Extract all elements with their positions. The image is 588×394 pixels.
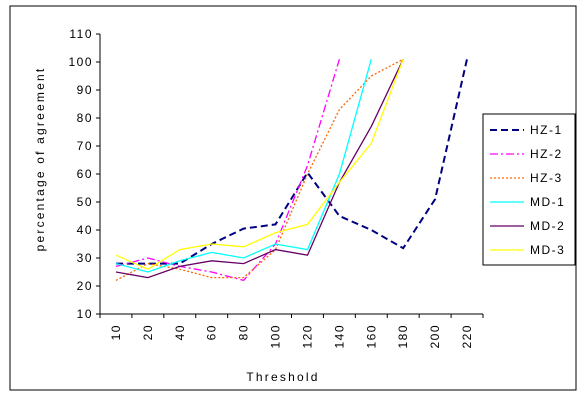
y-tick-label: 50 [77,195,93,209]
legend-label-hz-3: HZ-3 [530,171,563,185]
x-tick-label: 160 [364,324,378,349]
series-line-md-2 [115,58,404,279]
y-tick-label: 20 [77,279,93,293]
x-tick-label: 10 [109,324,123,340]
series-line-md-3 [115,58,404,270]
chart-frame [9,5,577,391]
y-axis-title: percentage of agreement [33,67,47,252]
x-tick-label: 200 [428,324,442,349]
x-tick-label: 20 [141,324,155,340]
y-tick-label: 80 [77,111,93,125]
series-lines [115,58,468,282]
y-tick-label: 10 [77,307,93,321]
y-tick-label: 90 [77,83,93,97]
x-tick-label: 60 [205,324,219,340]
x-tick-label: 180 [396,324,410,349]
legend-label-hz-2: HZ-2 [530,147,563,161]
y-tick-label: 70 [77,139,93,153]
x-axis-ticks: 10 20 40 60 80 100 120 140 160 180 200 220 [99,314,484,349]
legend-label-md-3: MD-3 [530,243,565,257]
x-tick-label: 100 [269,324,283,349]
x-tick-label: 220 [460,324,474,349]
legend-label-md-1: MD-1 [530,195,565,209]
y-tick-label: 40 [77,223,93,237]
y-axis-ticks: 10 20 30 40 50 60 70 80 90 100 110 [68,27,100,321]
legend-box [482,113,576,266]
series-line-hz-2 [115,59,341,282]
y-tick-label: 30 [77,251,93,265]
y-tick-label: 110 [69,27,93,41]
legend-label-md-2: MD-2 [530,219,565,233]
x-tick-label: 40 [173,324,187,340]
x-axis-title: Threshold [246,370,319,384]
legend: HZ-1 HZ-2 HZ-3 MD-1 MD-2 MD-3 [482,113,576,266]
legend-items: HZ-1 HZ-2 HZ-3 MD-1 MD-2 MD-3 [490,123,565,257]
x-tick-label: 80 [237,324,251,340]
series-line-hz-1 [116,58,468,265]
series-line-md-1 [115,59,372,273]
y-tick-label: 60 [77,167,93,181]
x-tick-label: 140 [332,324,346,349]
y-tick-label: 100 [68,55,93,69]
x-tick-label: 120 [300,324,314,349]
legend-label-hz-1: HZ-1 [530,123,563,137]
